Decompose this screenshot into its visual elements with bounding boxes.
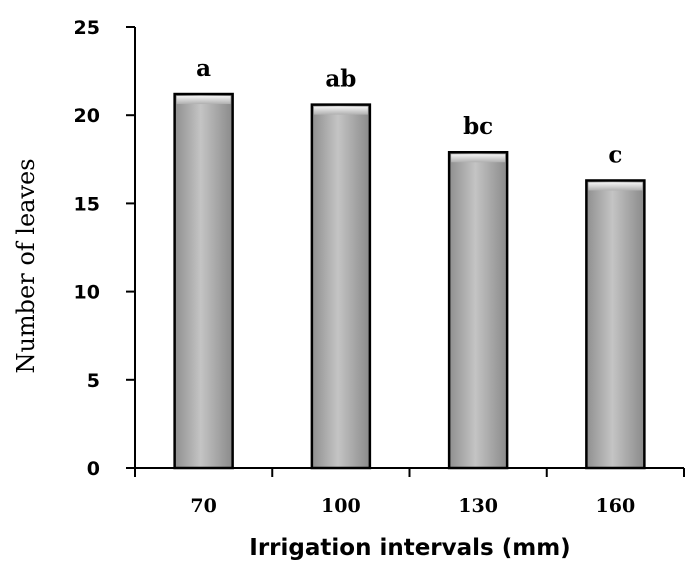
x-axis-ticks: 70 100 130 160 <box>134 468 685 517</box>
y-tick-label: 15 <box>74 193 100 215</box>
y-tick-label: 10 <box>74 282 100 304</box>
significance-label: c <box>608 141 622 168</box>
bars <box>173 92 646 470</box>
bar <box>173 92 234 470</box>
bar <box>310 103 372 470</box>
x-tick-label: 160 <box>596 495 636 517</box>
bar <box>447 150 509 470</box>
bar-highlight <box>176 96 231 105</box>
y-tick-label: 25 <box>74 17 100 39</box>
x-axis-title: Irrigation intervals (mm) <box>249 535 570 561</box>
x-tick-label: 70 <box>190 495 216 517</box>
data-labels: a ab bc c <box>196 55 622 168</box>
significance-label: bc <box>463 113 493 140</box>
significance-label: a <box>196 55 211 82</box>
bar-highlight <box>451 154 506 163</box>
y-axis-ticks: 0 5 10 15 20 25 <box>74 17 135 480</box>
bar <box>585 179 646 470</box>
y-tick-label: 5 <box>87 370 100 392</box>
bar-highlight <box>313 106 368 115</box>
y-axis-title: Number of leaves <box>12 158 40 373</box>
y-tick-label: 0 <box>87 458 100 480</box>
x-tick-label: 100 <box>321 495 361 517</box>
significance-label: ab <box>325 66 356 93</box>
y-tick-label: 20 <box>74 105 100 127</box>
bar-highlight <box>588 182 643 191</box>
x-tick-label: 130 <box>458 495 498 517</box>
